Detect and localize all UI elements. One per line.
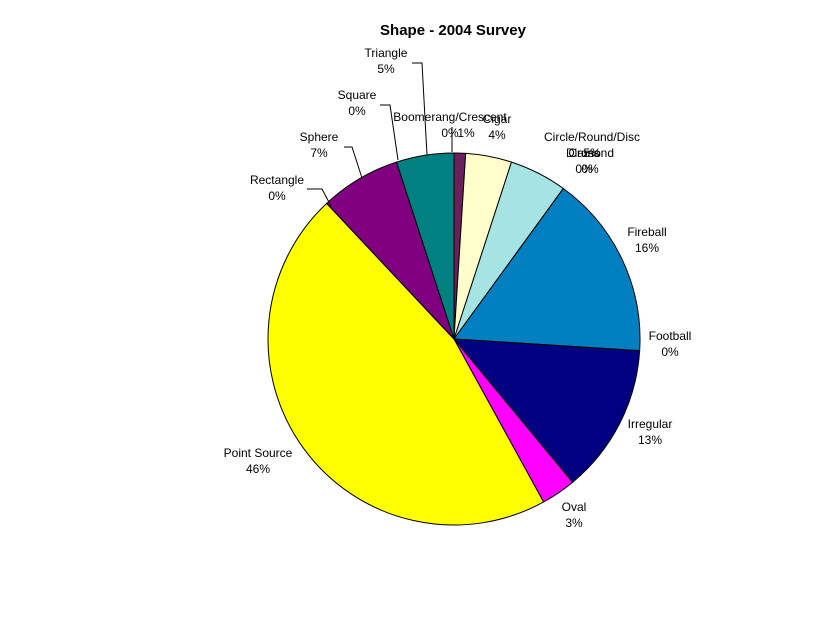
slice-label: Circle/Round/Disc xyxy=(544,130,640,144)
leader-line xyxy=(380,104,399,161)
slice-value-label: 0% xyxy=(268,189,286,203)
slice-value-label: 5% xyxy=(377,62,395,76)
slice-value-label: 46% xyxy=(246,462,270,476)
slice-value-label: 4% xyxy=(488,128,506,142)
slice-label: Boomerang/Crescent xyxy=(393,110,507,124)
slice-value-label: 3% xyxy=(565,516,583,530)
leader-line xyxy=(344,146,363,179)
leader-line xyxy=(307,188,332,207)
slice-value-label: 0% xyxy=(661,345,679,359)
slice-value-label: 0% xyxy=(581,162,599,176)
slice-label: Football xyxy=(649,329,692,343)
slice-label: Oval xyxy=(562,500,587,514)
pie-slice xyxy=(267,202,545,526)
pie-slice xyxy=(395,152,455,340)
slice-label: Rectangle xyxy=(250,173,304,187)
slice-value-label: 5% xyxy=(583,146,601,160)
leader-line xyxy=(412,62,428,156)
chart-title: Shape - 2004 Survey xyxy=(380,22,527,39)
slice-label: Fireball xyxy=(627,225,666,239)
slice-value-label: 0% xyxy=(348,104,366,118)
pie-slice xyxy=(452,338,641,484)
slice-label: Diamond xyxy=(566,146,614,160)
slice-label: Square xyxy=(338,88,377,102)
slice-label: Triangle xyxy=(365,46,408,60)
slice-value-label: 0% xyxy=(575,162,593,176)
slice-value-label: 0% xyxy=(441,126,459,140)
slice-value-label: 13% xyxy=(638,433,662,447)
slice-label: Cigar xyxy=(483,112,512,126)
slice-label: Irregular xyxy=(628,417,673,431)
slice-value-label: 7% xyxy=(310,146,328,160)
slice-label: Point Source xyxy=(224,446,293,460)
slice-label: Sphere xyxy=(300,130,339,144)
slice-label: Cross xyxy=(568,146,599,160)
pie-slice xyxy=(453,187,641,352)
slice-value-label: 1% xyxy=(457,126,475,140)
slice-value-label: 16% xyxy=(635,241,659,255)
